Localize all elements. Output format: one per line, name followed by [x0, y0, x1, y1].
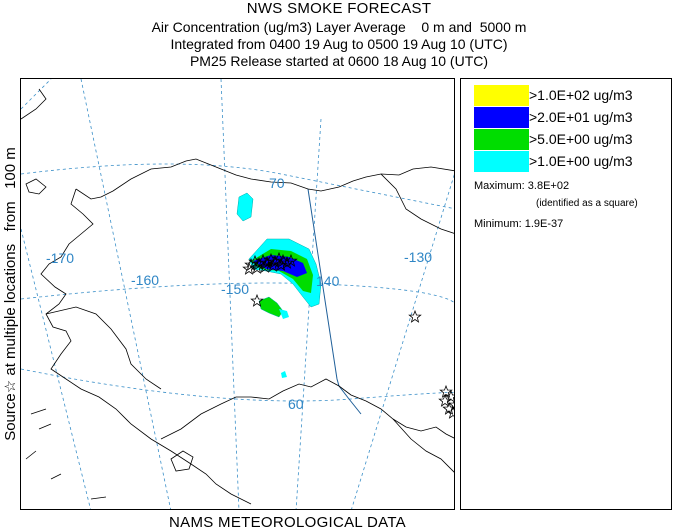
lon-label-150: -150 [221, 281, 249, 297]
plume-small [281, 371, 287, 378]
source-star-icon [280, 255, 294, 269]
parallel-60 [21, 368, 454, 402]
meridian-140 [295, 118, 322, 509]
legend-label-5: >5.0E+00 ug/m3 [529, 131, 633, 147]
graticule [21, 79, 454, 509]
source-star-icon [446, 405, 454, 419]
parallel-65 [21, 282, 454, 303]
st-lawrence-island [25, 178, 47, 195]
source-side-label: Source☆ at multiple locations from 100 m [0, 78, 20, 510]
forecast-title: NWS SMOKE FORECAST [246, 0, 432, 17]
meteorological-data-label: NAMS METEOROLOGICAL DATA [169, 514, 406, 531]
legend-panel: >1.0E+02 ug/m3 >2.0E+01 ug/m3 >5.0E+00 u… [460, 78, 672, 510]
meridian-130 [351, 174, 454, 509]
source-star-icon [448, 400, 454, 411]
plume-south [258, 296, 284, 318]
source-star-icon [248, 254, 262, 268]
map-panel: -170 -160 -150 140 -130 70 60 [20, 78, 455, 510]
source-star-icon [439, 384, 453, 398]
source-star-icon [250, 293, 264, 307]
lon-label-160: -160 [131, 272, 159, 288]
meridian-160 [80, 79, 171, 509]
parallel-70 [21, 163, 454, 210]
source-star-icon [274, 257, 288, 271]
coastline [21, 88, 454, 505]
chukotka [21, 88, 47, 120]
alaska-map: -170 -160 -150 140 -130 70 60 [21, 79, 454, 509]
legend-swatch-100 [474, 85, 529, 106]
west-coast [40, 188, 252, 505]
source-markers [242, 251, 454, 419]
plume-south-b [279, 309, 289, 319]
meridian-180 [21, 79, 52, 110]
source-star-icon [266, 258, 280, 272]
release-start: PM25 Release started at 0600 18 Aug 10 (… [189, 53, 489, 69]
source-star-icon [242, 261, 256, 275]
maximum-value: Maximum: 3.8E+02 [474, 180, 570, 192]
smoke-plumes [236, 192, 322, 378]
legend-label-100: >1.0E+02 ug/m3 [529, 87, 633, 103]
source-star-icon [256, 253, 270, 267]
source-description: Source☆ at multiple locations from 100 m [2, 147, 19, 441]
source-star-icon [258, 259, 272, 273]
grid-labels: -170 -160 -150 140 -130 70 60 [46, 175, 432, 412]
minimum-value: Minimum: 1.9E-37 [474, 218, 564, 230]
source-star-icon [272, 251, 286, 265]
kodiak [170, 450, 194, 472]
panhandle-coast [392, 418, 454, 473]
lat-label-60: 60 [288, 396, 304, 412]
source-star-icon [408, 309, 422, 323]
plume-north [236, 192, 254, 222]
kuskokwim-coast [45, 306, 162, 390]
legend-label-20: >2.0E+01 ug/m3 [529, 109, 633, 125]
source-star-icon [284, 253, 298, 267]
concentration-subtitle: Air Concentration (ug/m3) Layer Average … [151, 19, 527, 35]
lat-label-70: 70 [269, 175, 285, 191]
legend-swatch-1 [474, 151, 529, 172]
source-star-icon [438, 393, 452, 407]
lon-label-170: -170 [46, 250, 74, 266]
meridian-170 [21, 228, 91, 509]
lon-label-130: -130 [404, 249, 432, 265]
legend-swatch-5 [474, 129, 529, 150]
south-coast [160, 378, 454, 440]
islands [25, 408, 107, 500]
maximum-note: (identified as a square) [536, 198, 638, 209]
source-star-icon [444, 389, 454, 403]
legend-label-1: >1.0E+00 ug/m3 [529, 153, 633, 169]
source-star-icon [264, 252, 278, 266]
meridian-150 [220, 79, 240, 509]
source-star-icon [250, 260, 264, 274]
lon-label-140: 140 [316, 273, 340, 289]
integration-period: Integrated from 0400 19 Aug to 0500 19 A… [170, 36, 508, 52]
canada-coast [380, 173, 454, 234]
legend-swatch-20 [474, 107, 529, 128]
